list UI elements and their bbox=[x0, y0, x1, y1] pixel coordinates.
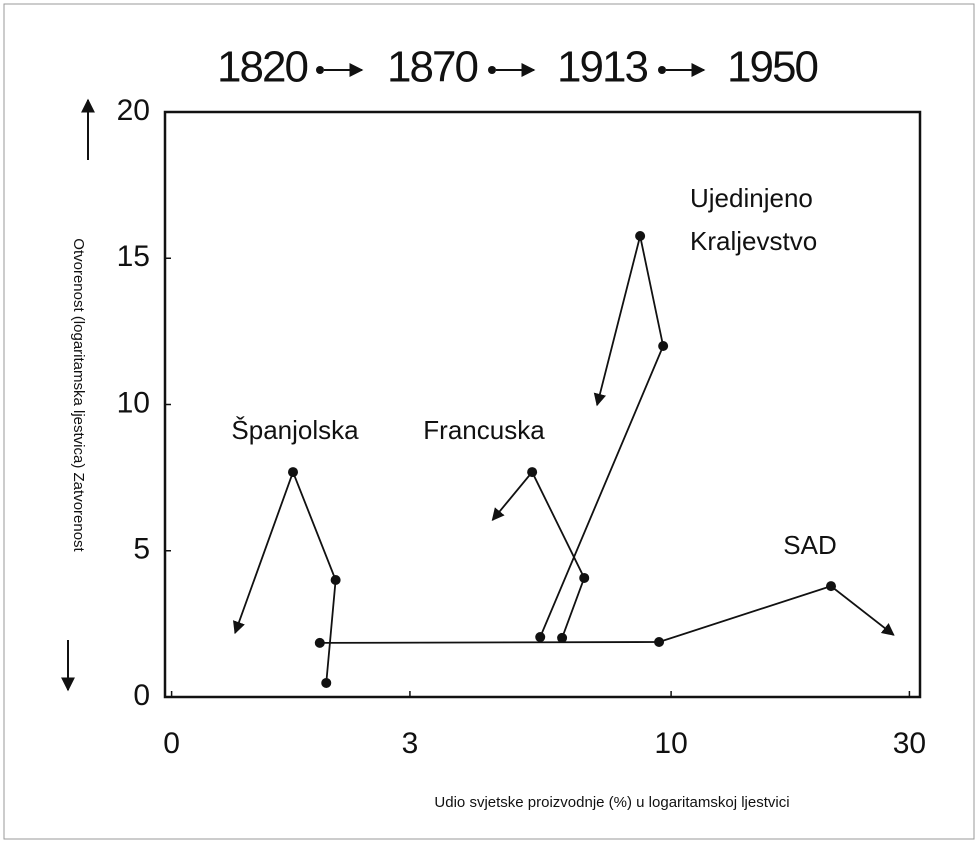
x-tick-label: 3 bbox=[402, 727, 419, 760]
y-tick-label: 15 bbox=[117, 240, 150, 273]
trajectory bbox=[491, 470, 586, 639]
period: 1820 bbox=[217, 43, 307, 92]
x-tick-label: 30 bbox=[893, 727, 926, 760]
point bbox=[658, 341, 669, 351]
point bbox=[635, 231, 646, 242]
point bbox=[314, 637, 325, 648]
series-label-line: Kraljevstvo bbox=[690, 226, 817, 256]
x-tick-label: 10 bbox=[654, 727, 687, 760]
dot bbox=[658, 66, 666, 74]
series-label: Španjolska bbox=[231, 415, 359, 445]
point bbox=[826, 581, 837, 592]
series-label: Ujedinjeno Kraljevstvo bbox=[690, 183, 817, 256]
point bbox=[557, 632, 568, 643]
series-label: SAD bbox=[783, 530, 836, 560]
point bbox=[321, 677, 332, 688]
point bbox=[654, 637, 665, 648]
trajectory bbox=[319, 585, 895, 644]
series-label-line: Ujedinjeno bbox=[690, 183, 813, 213]
y-tick-label: 5 bbox=[133, 533, 150, 566]
y-tick-label: 20 bbox=[117, 94, 150, 127]
period-header: 1820 1870 1913 1950 bbox=[217, 43, 819, 92]
trajectory bbox=[233, 469, 337, 684]
dot bbox=[488, 66, 496, 74]
series-label: Francuska bbox=[423, 415, 545, 445]
point bbox=[288, 467, 299, 478]
dot bbox=[316, 66, 324, 74]
x-tick-label: 0 bbox=[163, 727, 180, 760]
point bbox=[579, 572, 590, 583]
trajectory bbox=[539, 235, 665, 638]
y-axis-label: Otvorenost (logaritamska ljestvica) Zatv… bbox=[70, 238, 87, 552]
x-axis-label: Udio svjetske proizvodnje (%) u logarita… bbox=[434, 794, 789, 811]
y-tick-label: 10 bbox=[117, 386, 150, 419]
period: 1950 bbox=[727, 43, 817, 92]
period: 1913 bbox=[557, 43, 647, 92]
y-tick-label: 0 bbox=[133, 679, 150, 712]
point bbox=[527, 467, 538, 478]
period: 1870 bbox=[387, 43, 477, 92]
point bbox=[535, 632, 546, 643]
point bbox=[330, 575, 341, 585]
